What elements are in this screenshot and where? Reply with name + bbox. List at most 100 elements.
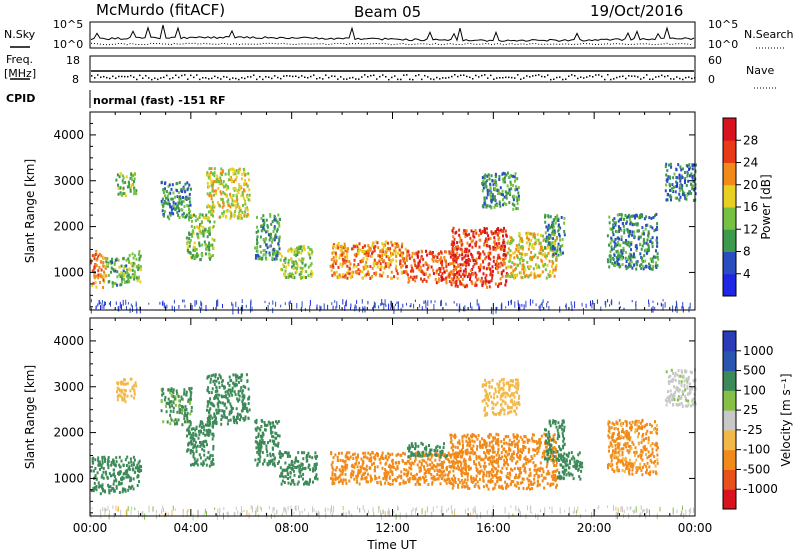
data-cell	[177, 418, 180, 422]
data-cell	[652, 264, 655, 268]
ground-scatter-cell	[110, 301, 111, 307]
ground-scatter-cell	[583, 307, 584, 315]
data-cell	[417, 250, 420, 254]
data-cell	[627, 255, 630, 259]
data-cell	[229, 418, 232, 422]
data-cell	[353, 465, 356, 469]
data-cell	[503, 461, 506, 465]
ground-scatter-cell	[654, 306, 656, 310]
data-cell	[201, 440, 204, 444]
data-cell	[612, 218, 614, 222]
data-cell	[170, 197, 173, 201]
data-cell	[410, 454, 413, 458]
data-cell	[282, 263, 285, 267]
data-cell	[512, 251, 515, 255]
data-cell	[189, 238, 192, 242]
ground-scatter-cell	[222, 304, 223, 309]
data-cell	[101, 485, 104, 489]
data-cell	[417, 444, 420, 448]
data-cell	[239, 184, 242, 188]
data-cell	[357, 268, 360, 272]
ground-scatter-cell	[126, 306, 127, 310]
data-cell	[654, 255, 657, 259]
data-cell	[614, 223, 617, 227]
ground-scatter-cell	[456, 303, 458, 307]
nave-point	[169, 78, 171, 80]
data-cell	[91, 459, 94, 463]
data-cell	[301, 261, 304, 265]
data-cell	[635, 246, 638, 250]
data-cell	[640, 262, 643, 266]
data-cell	[261, 434, 264, 438]
data-cell	[169, 391, 172, 395]
data-cell	[301, 467, 304, 471]
data-cell	[241, 373, 244, 377]
ground-scatter-cell	[380, 303, 382, 306]
data-cell	[386, 458, 389, 462]
data-cell	[619, 243, 622, 247]
nave-point	[517, 74, 519, 76]
nave-point	[313, 74, 315, 76]
data-cell	[436, 477, 439, 481]
data-cell	[99, 484, 102, 488]
data-cell	[211, 437, 214, 441]
data-cell	[208, 422, 211, 425]
data-cell	[313, 464, 316, 468]
ground-scatter-cell	[445, 302, 447, 306]
data-cell	[395, 478, 398, 482]
nave-point	[640, 78, 642, 80]
data-cell	[611, 230, 614, 234]
nave-point	[442, 77, 444, 79]
data-cell	[514, 262, 517, 266]
data-cell	[563, 233, 566, 237]
nave-point	[376, 78, 378, 80]
data-cell	[102, 466, 105, 470]
data-cell	[196, 234, 199, 238]
data-cell	[440, 469, 443, 473]
data-cell	[168, 203, 171, 207]
data-cell	[357, 249, 360, 253]
data-cell	[445, 481, 448, 485]
data-cell	[350, 271, 353, 275]
data-cell	[502, 238, 505, 242]
data-cell	[121, 276, 124, 280]
data-cell	[470, 240, 473, 244]
data-cell	[128, 465, 131, 469]
data-cell	[510, 467, 512, 471]
data-cell	[509, 258, 512, 262]
data-cell	[654, 264, 657, 268]
data-cell	[612, 233, 615, 237]
data-cell	[271, 252, 274, 256]
nave-point	[388, 78, 390, 81]
data-cell	[185, 393, 188, 397]
data-cell	[344, 463, 347, 467]
data-cell	[474, 275, 477, 279]
data-cell	[169, 388, 172, 392]
data-cell	[412, 269, 415, 273]
data-cell	[176, 205, 179, 209]
data-cell	[396, 464, 399, 468]
data-cell	[222, 401, 224, 405]
data-cell	[449, 465, 452, 469]
data-cell	[337, 246, 340, 250]
ground-scatter-cell	[409, 305, 411, 308]
data-cell	[102, 489, 104, 493]
data-cell	[513, 262, 516, 266]
data-cell	[287, 473, 290, 476]
data-cell	[132, 477, 135, 481]
data-cell	[486, 231, 489, 235]
data-cell	[272, 249, 275, 253]
data-cell	[186, 416, 189, 420]
data-cell	[102, 278, 105, 282]
data-cell	[620, 215, 623, 219]
data-cell	[425, 471, 427, 474]
data-cell	[371, 266, 374, 270]
data-cell	[464, 260, 467, 264]
data-cell	[332, 468, 335, 472]
ground-scatter-cell	[440, 300, 442, 307]
data-cell	[427, 471, 430, 474]
data-cell	[273, 461, 276, 465]
ground-scatter-cell	[350, 307, 351, 311]
data-cell	[645, 251, 648, 255]
data-cell	[182, 397, 184, 401]
